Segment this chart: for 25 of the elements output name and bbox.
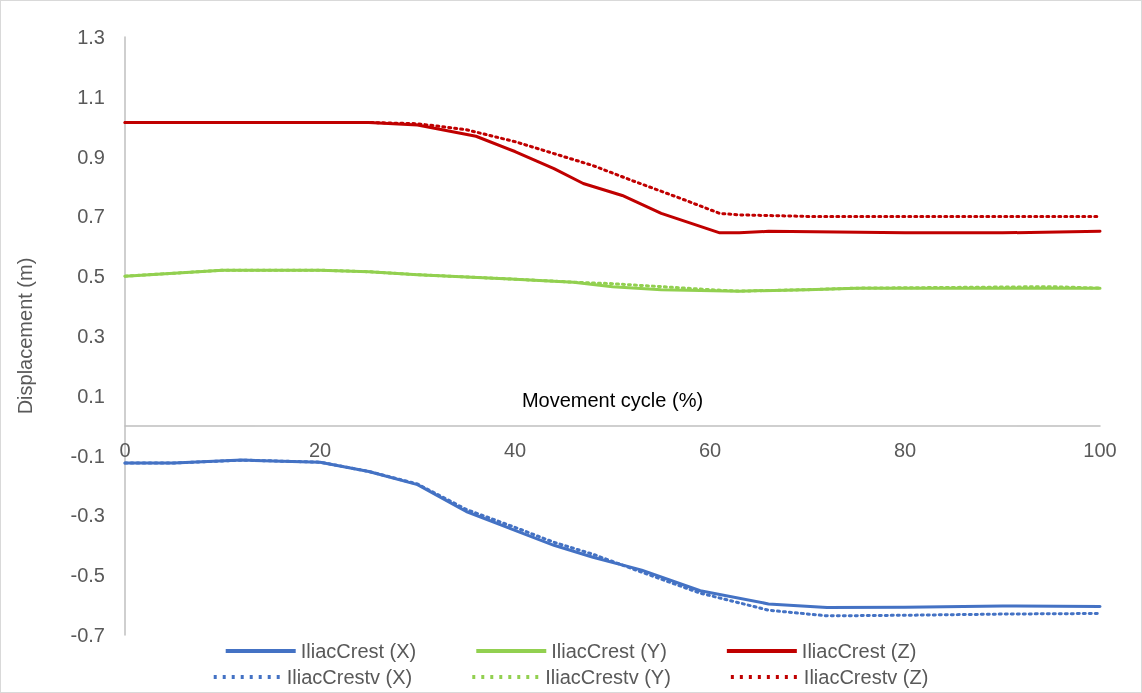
x-tick-label: 100 [1083, 438, 1117, 461]
y-tick-label: 1.3 [77, 26, 105, 48]
legend-label: IliacCrest (X) [300, 640, 417, 662]
x-axis-title: Movement cycle (%) [521, 388, 704, 411]
x-tick-label: 0 [119, 438, 131, 461]
x-tick-label: 20 [308, 438, 332, 461]
y-tick-label: 1.1 [77, 85, 105, 108]
y-axis-title: Displacement (m) [14, 257, 36, 415]
legend-label: IliacCrest (Y) [551, 640, 667, 662]
legend-label: IliacCrestv (X) [286, 666, 413, 688]
y-tick-label: -0.1 [70, 444, 105, 467]
legend-label: IliacCrestv (Z) [803, 666, 929, 688]
y-tick-label: -0.5 [70, 564, 105, 587]
y-tick-label: 0.9 [77, 145, 105, 168]
y-tick-label: 0.1 [77, 384, 105, 407]
y-tick-label: 0.7 [77, 205, 105, 228]
legend-label: IliacCrest (Z) [801, 640, 917, 662]
x-tick-label: 60 [698, 438, 722, 461]
x-tick-label: 80 [893, 438, 917, 461]
legend-label: IliacCrestv (Y) [545, 666, 671, 688]
y-tick-label: -0.7 [70, 624, 105, 646]
y-tick-label: 0.3 [77, 325, 105, 347]
y-tick-label: -0.3 [70, 504, 105, 527]
y-tick-label: 0.5 [77, 265, 105, 288]
x-tick-label: 40 [503, 438, 527, 461]
